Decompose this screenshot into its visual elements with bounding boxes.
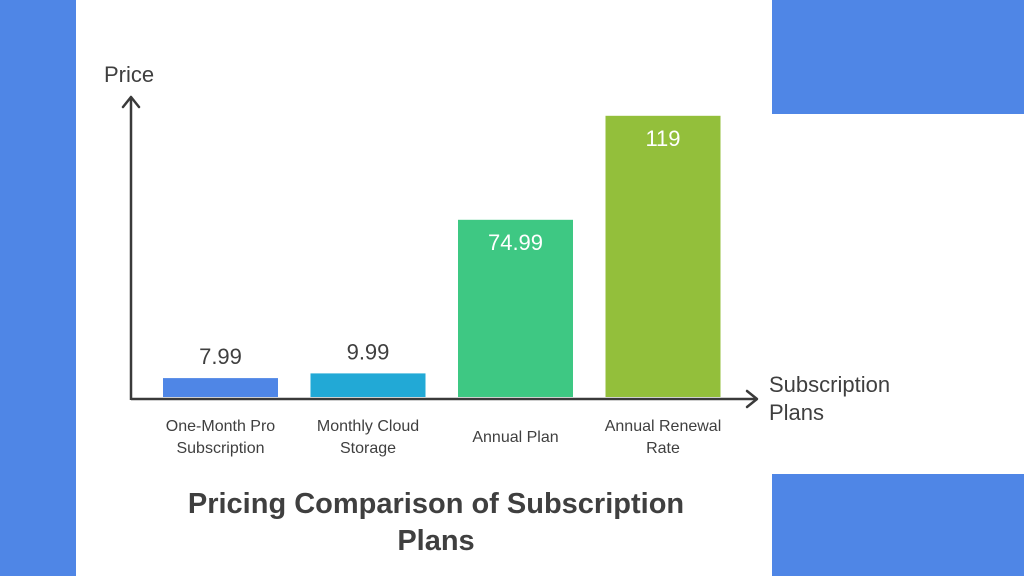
top-right-blue-panel [772, 0, 1024, 114]
category-label-line: Monthly Cloud [317, 418, 419, 435]
bar-1 [163, 378, 278, 397]
category-label-4: Annual Renewal Rate [605, 418, 722, 457]
bars-group: 7.99 One-Month Pro Subscription 9.99 Monthly… [163, 115, 722, 457]
bar-value-label-2: 9.99 [347, 339, 390, 364]
bar-value-label-3: 74.99 [488, 230, 543, 255]
category-label-2: Monthly Cloud Storage [317, 418, 419, 457]
y-axis-arrow [121, 95, 141, 109]
x-axis-label: Subscription Plans [769, 372, 896, 425]
category-label-line: Storage [340, 440, 396, 457]
category-label-1: One-Month Pro Subscription [166, 418, 275, 457]
axes-group: Price Subscription Plans [104, 62, 896, 425]
chart-title: Pricing Comparison of Subscription Plans [187, 488, 685, 557]
left-blue-panel [0, 0, 76, 576]
bar-value-label-1: 7.99 [199, 344, 242, 369]
category-label-line: Subscription [176, 440, 264, 457]
x-axis-arrow [745, 389, 759, 409]
bar-4 [605, 115, 721, 398]
category-label-line: One-Month Pro [166, 418, 275, 435]
bottom-right-blue-panel [772, 474, 1024, 576]
category-label-line: Annual Plan [472, 429, 558, 446]
bar-value-label-4: 119 [645, 126, 680, 151]
x-axis-label-line-2: Plans [769, 400, 824, 425]
y-axis-label: Price [104, 62, 154, 87]
category-label-line: Annual Renewal [605, 418, 722, 435]
category-label-line: Rate [646, 440, 680, 457]
x-axis-label-line-1: Subscription [769, 372, 890, 397]
category-label-3: Annual Plan [472, 429, 558, 446]
bar-3 [458, 219, 573, 397]
bar-2 [310, 373, 426, 397]
